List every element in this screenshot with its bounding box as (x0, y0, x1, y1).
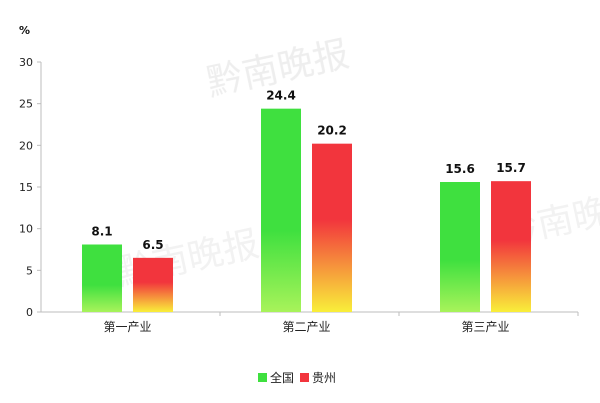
y-tick-label: 10 (19, 223, 33, 236)
data-label: 8.1 (91, 225, 112, 239)
legend-label-guizhou: 贵州 (312, 371, 336, 385)
x-category-label: 第二产业 (282, 320, 330, 334)
legend-swatch-nation (258, 373, 267, 382)
bar-nation-2 (261, 108, 301, 313)
legend: 全国 贵州 (258, 370, 336, 385)
legend-label-nation: 全国 (270, 370, 294, 385)
x-category-label: 第三产业 (461, 320, 509, 334)
bar-nation-3 (440, 182, 480, 312)
x-category-label: 第一产业 (103, 320, 151, 334)
y-axis-unit: % (19, 24, 30, 37)
x-axis-categories: 第一产业 第二产业 第三产业 (103, 312, 579, 334)
bar-guizhou-3 (491, 181, 531, 312)
bar-guizhou-1 (133, 257, 173, 312)
data-label: 15.6 (445, 162, 475, 176)
y-tick-label: 20 (19, 139, 33, 152)
bars (82, 108, 531, 313)
data-label: 6.5 (142, 238, 163, 252)
bar-guizhou-2 (312, 143, 352, 312)
data-label: 20.2 (317, 124, 347, 138)
data-label: 24.4 (266, 89, 296, 103)
y-tick-label: 25 (19, 98, 33, 111)
bar-nation-1 (82, 244, 122, 312)
y-axis-ticks: 0 5 10 15 20 25 30 (19, 56, 41, 319)
y-tick-label: 5 (26, 264, 33, 277)
y-tick-label: 15 (19, 181, 33, 194)
y-tick-label: 30 (19, 56, 33, 69)
data-labels: 8.1 6.5 24.4 20.2 15.6 15.7 (91, 89, 525, 252)
data-label: 15.7 (496, 161, 526, 175)
y-tick-label: 0 (26, 306, 33, 319)
legend-swatch-guizhou (300, 373, 309, 382)
